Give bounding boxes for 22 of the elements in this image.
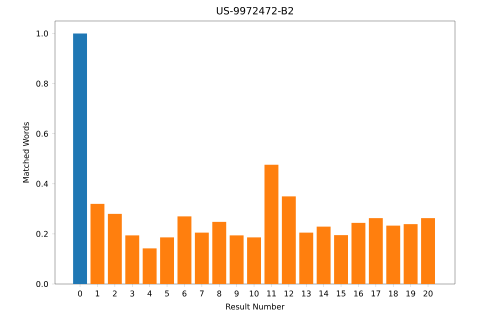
- bar: [177, 216, 192, 284]
- bar: [108, 214, 122, 284]
- bar: [142, 248, 157, 284]
- bar: [316, 226, 331, 284]
- bar: [247, 237, 262, 284]
- bar: [194, 232, 209, 284]
- bar: [212, 222, 226, 284]
- bar: [264, 164, 278, 284]
- bar: [334, 235, 348, 284]
- bar: [90, 204, 104, 284]
- bar: [421, 218, 435, 284]
- bar: [404, 224, 418, 284]
- bar: [386, 226, 400, 284]
- bar: [351, 222, 366, 284]
- chart-title: US-9972472-B2: [216, 6, 293, 14]
- bar: [299, 232, 314, 284]
- bar: [160, 237, 174, 284]
- bar: [282, 196, 296, 284]
- bar: [73, 34, 88, 284]
- bar: [125, 235, 140, 284]
- bar: [230, 235, 244, 284]
- bar: [368, 218, 383, 284]
